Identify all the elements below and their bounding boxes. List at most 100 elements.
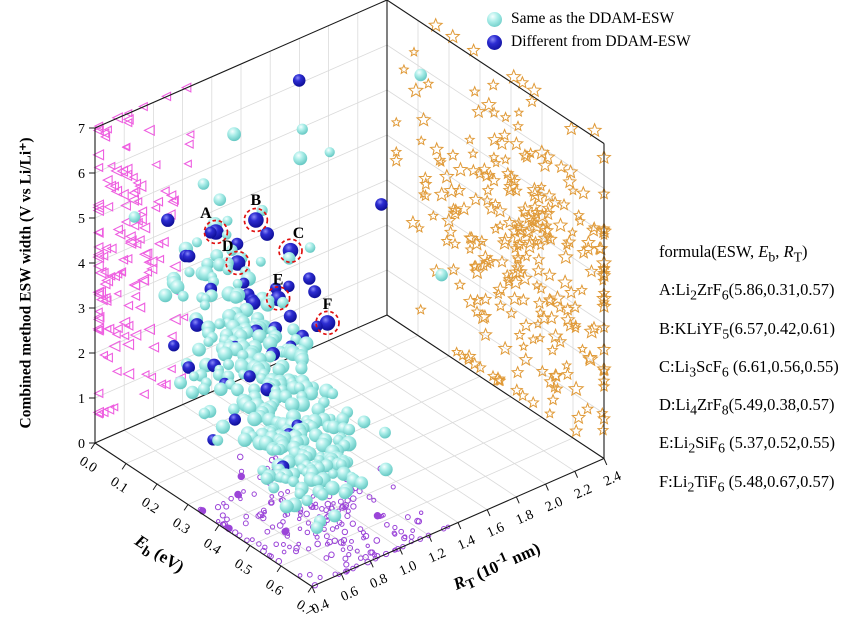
star-marker bbox=[497, 128, 512, 141]
floor-circle-marker bbox=[401, 535, 408, 542]
floor-circle-marker bbox=[317, 574, 323, 581]
cyan-sphere bbox=[222, 215, 233, 226]
star-marker bbox=[494, 135, 510, 151]
star-marker bbox=[596, 423, 610, 436]
floor-circle-markers bbox=[197, 447, 451, 589]
star-marker bbox=[560, 311, 576, 327]
floor-circle-marker bbox=[269, 494, 275, 499]
star-marker bbox=[526, 395, 540, 409]
legend-label-different: Different from DDAM-ESW bbox=[511, 33, 691, 50]
floor-circle-marker bbox=[287, 544, 292, 550]
floor-circle-marker bbox=[417, 536, 424, 542]
blue-sphere bbox=[190, 318, 204, 332]
star-marker bbox=[510, 260, 525, 274]
star-marker bbox=[448, 237, 462, 250]
y-tick-label: 0.6 bbox=[339, 584, 361, 605]
star-marker bbox=[536, 310, 552, 325]
star-marker bbox=[469, 263, 486, 280]
star-marker bbox=[569, 319, 582, 331]
y-tick-label: 1.2 bbox=[426, 546, 448, 567]
star-marker bbox=[446, 148, 460, 161]
triangle-marker bbox=[127, 194, 139, 206]
triangle-marker bbox=[111, 112, 123, 124]
floor-circle-marker bbox=[282, 513, 288, 518]
star-marker bbox=[495, 254, 509, 268]
cyan-sphere bbox=[214, 382, 228, 397]
cyan-sphere bbox=[185, 385, 199, 399]
floor-circle-marker bbox=[349, 538, 354, 544]
triangle-marker bbox=[135, 235, 145, 245]
triangle-marker bbox=[134, 302, 146, 313]
floor-circle-marker bbox=[324, 541, 330, 547]
floor-circle-marker bbox=[391, 530, 397, 536]
floor-circle-marker bbox=[373, 512, 382, 520]
star-marker bbox=[492, 287, 505, 300]
star-marker bbox=[541, 188, 557, 203]
cyan-sphere bbox=[435, 268, 448, 282]
floor-circle-marker bbox=[366, 494, 373, 500]
cyan-sphere bbox=[268, 482, 280, 494]
floor-circle-marker bbox=[349, 495, 357, 503]
floor-circle-marker bbox=[283, 527, 290, 534]
cyan-sphere bbox=[414, 68, 428, 82]
legend-label-same: Same as the DDAM-ESW bbox=[511, 10, 675, 27]
star-marker bbox=[510, 365, 525, 379]
floor-circle-marker bbox=[328, 551, 335, 559]
floor-circle-marker bbox=[214, 504, 222, 511]
triangle-marker bbox=[117, 188, 129, 201]
floor-circle-marker bbox=[343, 568, 350, 575]
star-marker bbox=[549, 368, 564, 382]
star-marker bbox=[557, 248, 574, 265]
floor-circle-marker bbox=[340, 541, 346, 547]
cyan-sphere bbox=[354, 476, 369, 490]
cyan-sphere bbox=[214, 319, 225, 330]
cyan-sphere bbox=[357, 415, 371, 429]
floor-circle-marker bbox=[342, 555, 349, 562]
star-marker bbox=[505, 306, 518, 319]
triangle-marker bbox=[113, 269, 123, 279]
triangle-marker bbox=[93, 289, 104, 300]
triangle-marker bbox=[94, 325, 103, 334]
floor-circle-marker bbox=[292, 548, 300, 555]
star-marker bbox=[571, 409, 587, 425]
triangle-marker bbox=[92, 406, 104, 419]
triangle-marker bbox=[93, 409, 104, 419]
triangle-marker bbox=[100, 243, 112, 254]
blue-sphere bbox=[375, 198, 388, 211]
star-marker bbox=[490, 371, 507, 387]
star-marker bbox=[489, 197, 502, 209]
triangle-marker bbox=[95, 293, 108, 306]
star-marker bbox=[390, 116, 402, 128]
star-marker bbox=[398, 63, 410, 75]
dashed-highlight-circle-A bbox=[203, 219, 229, 245]
floor-circle-marker bbox=[298, 509, 304, 515]
triangle-marker bbox=[121, 143, 130, 152]
star-marker bbox=[534, 282, 548, 294]
star-marker bbox=[586, 320, 602, 335]
star-marker bbox=[513, 328, 526, 341]
cyan-sphere bbox=[184, 267, 195, 278]
star-marker bbox=[511, 250, 525, 264]
star-marker bbox=[587, 220, 601, 234]
star-marker bbox=[548, 367, 563, 382]
cyan-sphere bbox=[379, 462, 393, 477]
cyan-sphere bbox=[311, 475, 324, 487]
star-marker bbox=[468, 85, 481, 97]
star-marker bbox=[492, 373, 506, 386]
cyan-sphere bbox=[295, 362, 308, 375]
triangle-marker bbox=[151, 160, 161, 170]
highlighted-points: A B C D E F bbox=[200, 192, 340, 336]
cyan-sphere bbox=[227, 127, 242, 142]
triangle-marker bbox=[138, 222, 151, 234]
star-marker bbox=[471, 104, 486, 119]
star-marker bbox=[574, 215, 586, 227]
triangle-marker bbox=[145, 255, 158, 268]
star-marker bbox=[561, 359, 573, 371]
cyan-sphere bbox=[158, 288, 173, 303]
formula-annotation: formula(ESW, Eb, RT) A:Li2ZrF6(5.86,0.31… bbox=[659, 242, 839, 503]
floor-circle-marker bbox=[404, 514, 411, 520]
z-tick-label: 7 bbox=[78, 122, 85, 137]
star-marker bbox=[567, 226, 578, 238]
